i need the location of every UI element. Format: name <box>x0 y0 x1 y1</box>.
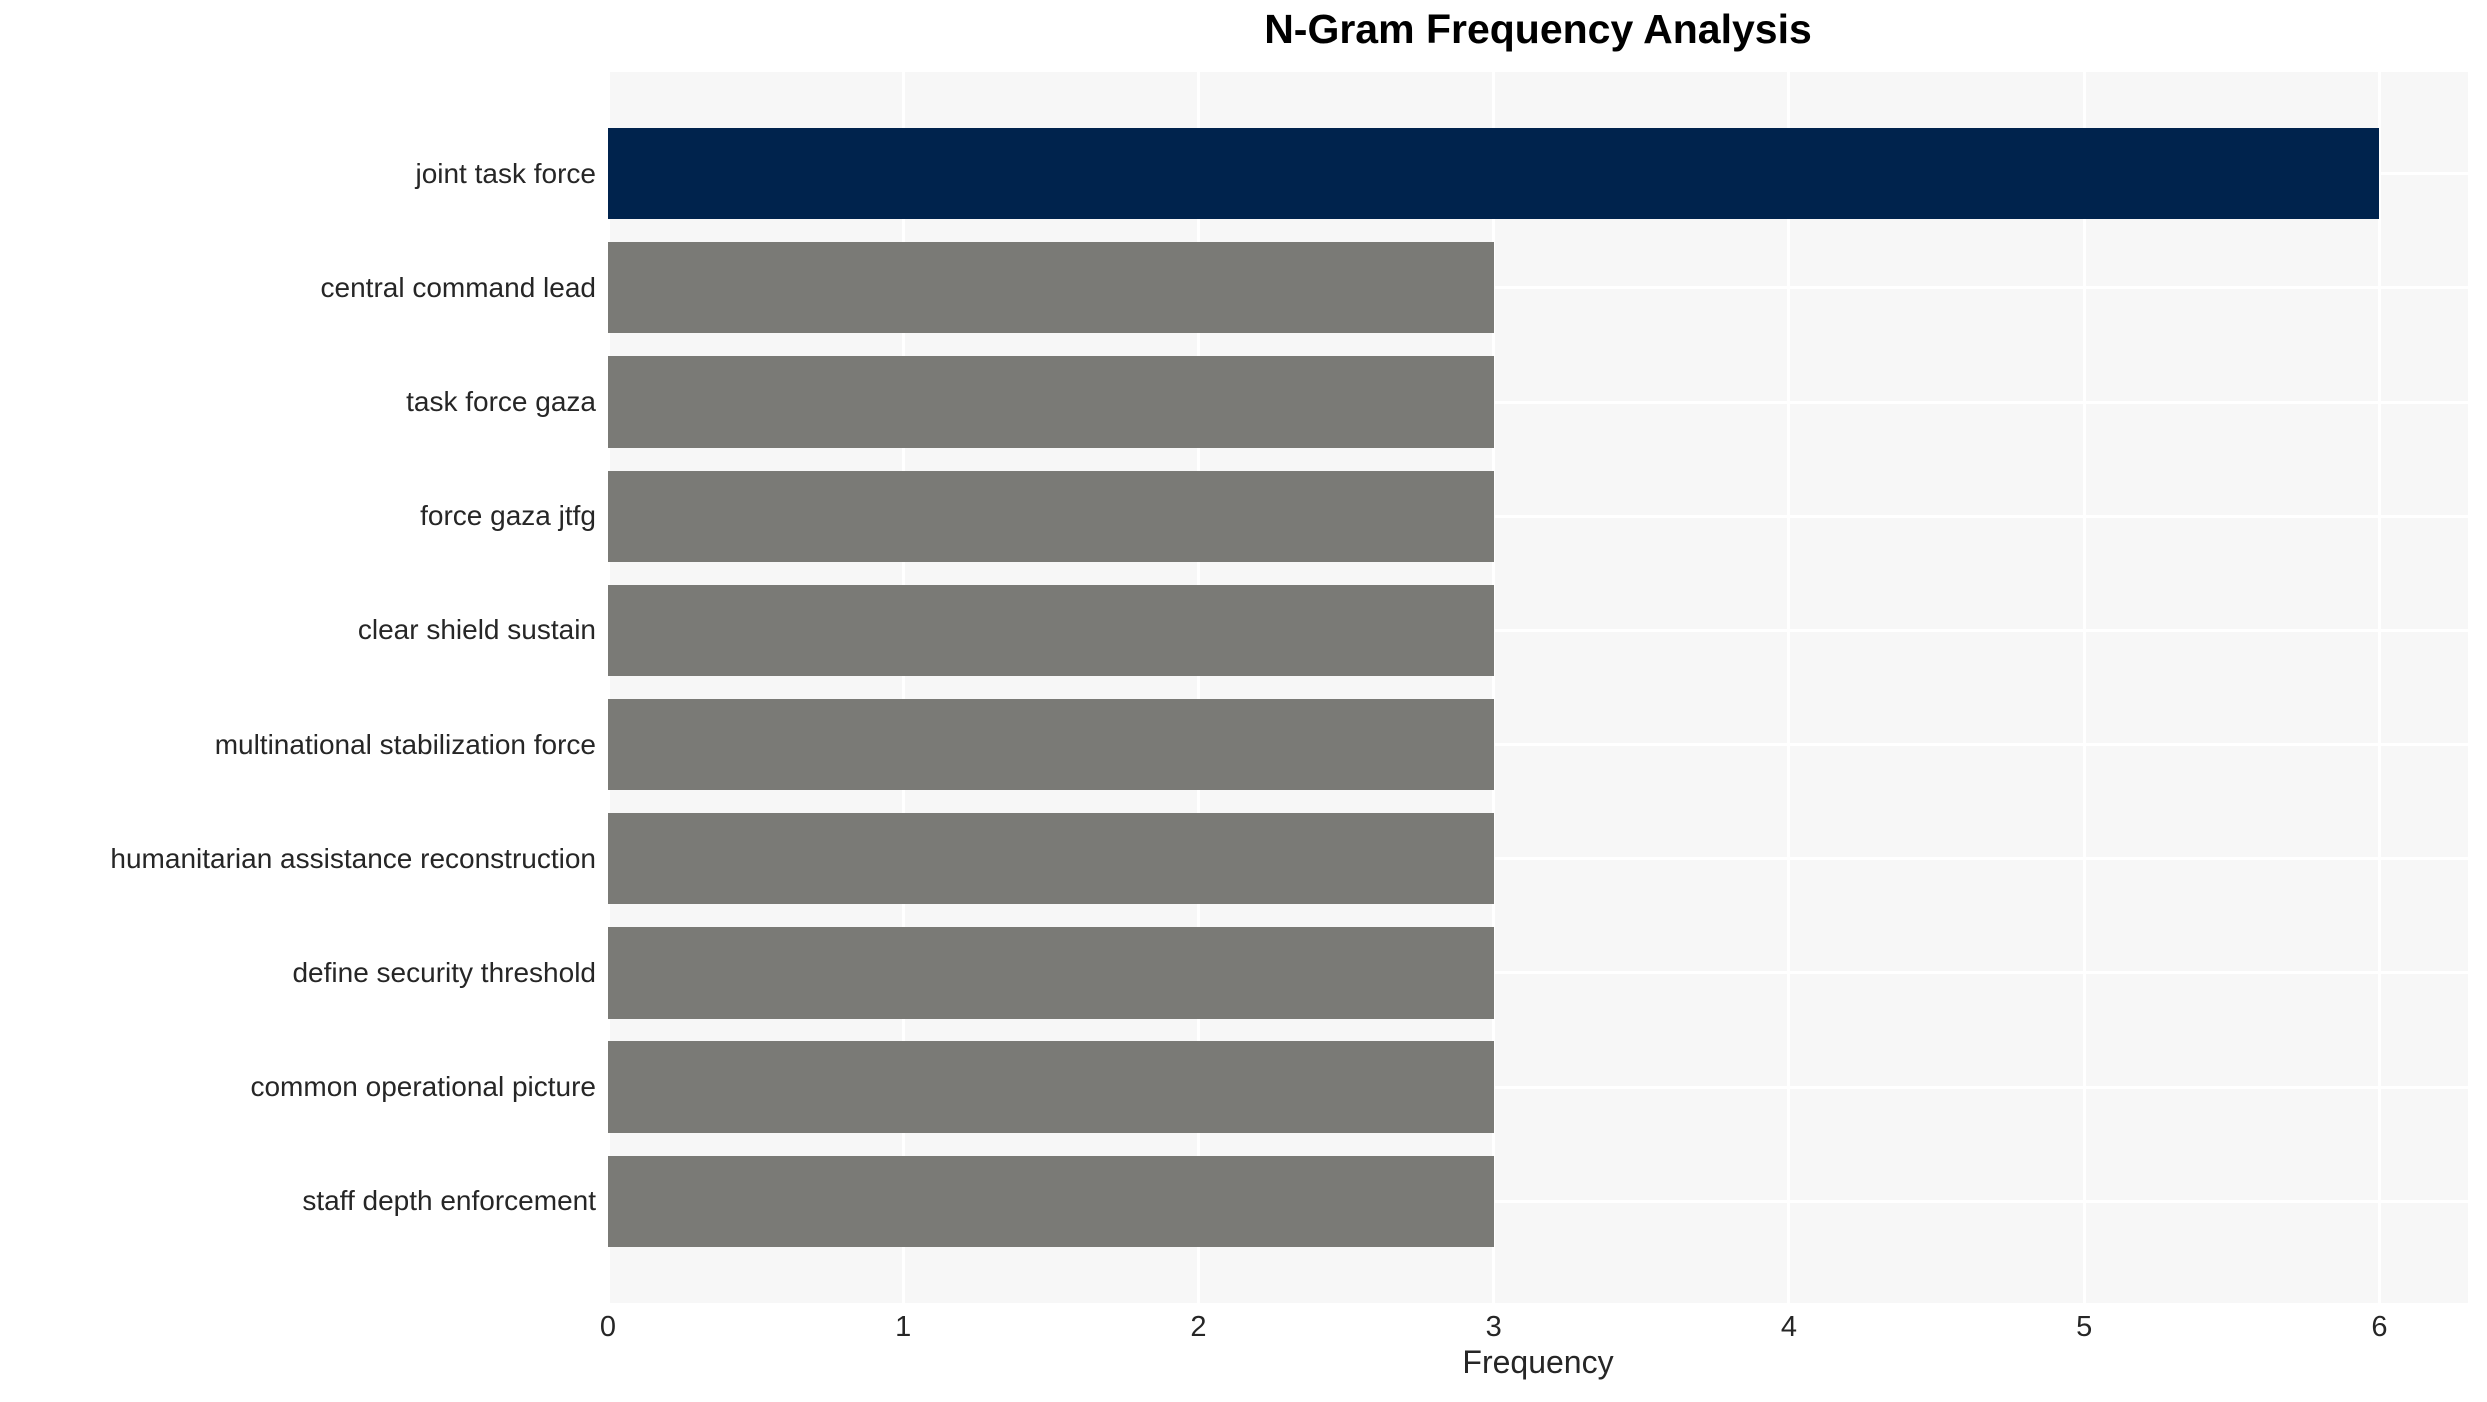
bar <box>608 242 1494 334</box>
x-tick-label: 5 <box>2076 1311 2093 1343</box>
category-label: define security threshold <box>292 956 596 988</box>
bar <box>608 584 1494 677</box>
bar <box>608 698 1494 791</box>
h-gridline <box>608 1085 2468 1089</box>
h-gridline <box>608 857 2468 861</box>
x-tick-label: 6 <box>2371 1311 2388 1343</box>
h-gridline <box>608 400 2468 404</box>
category-label: task force gaza <box>406 386 596 418</box>
category-label: clear shield sustain <box>357 614 596 646</box>
category-label: joint task force <box>415 157 596 189</box>
bar <box>608 356 1494 448</box>
v-gridline <box>1787 72 1791 1303</box>
y-axis-category-labels: joint task force central command lead task… <box>0 72 596 1303</box>
bar <box>608 470 1494 562</box>
category-label: staff depth enforcement <box>302 1185 596 1217</box>
v-gridline <box>1196 72 1200 1303</box>
category-label: force gaza jtfg <box>420 500 596 532</box>
x-axis-label: Frequency <box>1462 1344 1614 1380</box>
bar <box>608 1041 1494 1133</box>
x-tick-label: 3 <box>1485 1311 1502 1343</box>
category-label: humanitarian assistance reconstruction <box>110 842 596 874</box>
h-gridline <box>608 971 2468 975</box>
h-gridline <box>608 628 2468 632</box>
h-gridline <box>608 1199 2468 1203</box>
h-gridline <box>608 743 2468 747</box>
v-gridline <box>2377 72 2381 1303</box>
x-tick-label: 0 <box>599 1311 617 1343</box>
bar <box>608 127 2380 220</box>
bar <box>608 813 1494 905</box>
v-gridline <box>606 72 610 1303</box>
chart-title: N-Gram Frequency Analysis <box>1264 6 1812 52</box>
category-label: multinational stabilization force <box>214 728 596 760</box>
h-gridline <box>608 286 2468 290</box>
plot-area <box>606 72 2468 1303</box>
x-tick-label: 4 <box>1780 1311 1798 1343</box>
x-tick-label: 1 <box>895 1311 912 1343</box>
category-label: central command lead <box>320 271 596 303</box>
bar <box>608 1155 1494 1248</box>
h-gridline <box>608 514 2468 518</box>
category-label: common operational picture <box>250 1071 596 1103</box>
bar <box>608 927 1494 1019</box>
x-tick-label: 2 <box>1190 1311 1207 1343</box>
v-gridline <box>2082 72 2086 1303</box>
v-gridline <box>901 72 905 1303</box>
v-gridline <box>1492 72 1496 1303</box>
